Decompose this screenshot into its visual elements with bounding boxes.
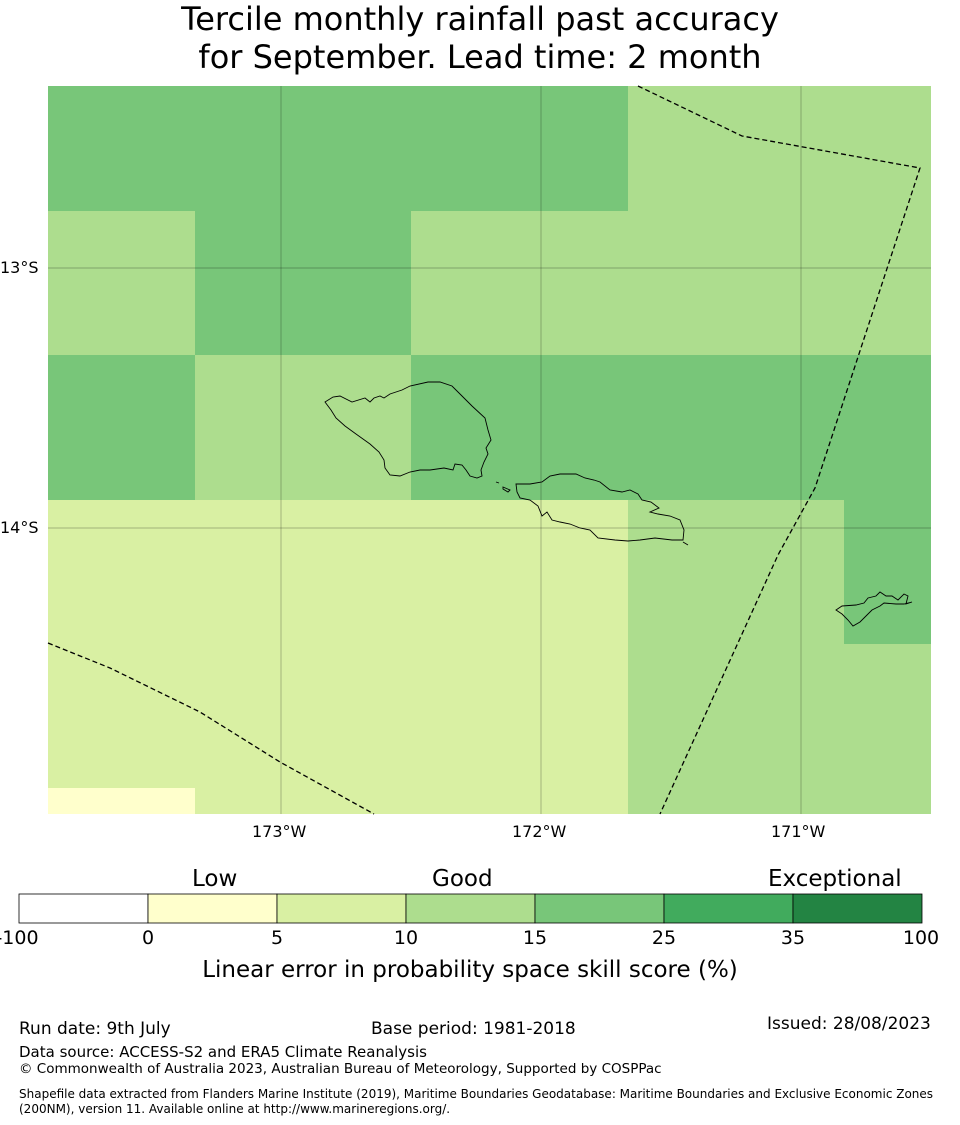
grid-cell xyxy=(48,500,628,814)
grid-cell xyxy=(195,355,411,500)
grid-cell xyxy=(844,644,931,814)
grid-cell xyxy=(411,211,931,355)
grid-cell xyxy=(48,86,628,211)
colorbar-tick: -100 xyxy=(0,927,39,949)
data-source: Data source: ACCESS-S2 and ERA5 Climate … xyxy=(19,1043,427,1061)
grid-cell xyxy=(844,500,931,644)
lon-label-173w: 173°W xyxy=(252,822,307,841)
grid-cell xyxy=(628,500,844,814)
shapefile-credit-line-2: (200NM), version 11. Available online at… xyxy=(19,1102,451,1116)
colorbar-segment xyxy=(18,893,149,924)
shapefile-credit-line-1: Shapefile data extracted from Flanders M… xyxy=(19,1087,934,1101)
colorbar-tick: 10 xyxy=(393,927,419,949)
colorbar-segment xyxy=(147,893,278,924)
lat-label-13s: 13°S xyxy=(0,258,39,277)
lon-label-171w: 171°W xyxy=(771,822,826,841)
colorbar-tick: 100 xyxy=(902,927,940,949)
apolima-islet xyxy=(495,481,500,484)
category-low: Low xyxy=(192,866,238,892)
skill-grid xyxy=(48,86,931,814)
manono-islet xyxy=(502,486,511,493)
lon-label-172w: 172°W xyxy=(512,822,567,841)
grid-cell xyxy=(48,211,195,355)
map-title-line-2: for September. Lead time: 2 month xyxy=(198,38,762,76)
grid-cell xyxy=(48,788,195,814)
islands xyxy=(324,381,913,627)
grid-cell xyxy=(628,86,931,211)
tutuila-island-outline xyxy=(835,591,913,627)
colorbar-label: Linear error in probability space skill … xyxy=(202,957,738,983)
grid-cell xyxy=(411,355,931,500)
colorbar-tick: 0 xyxy=(141,927,155,949)
savaii-island-outline xyxy=(324,381,492,479)
colorbar-segment xyxy=(405,893,536,924)
eez-boundary-west xyxy=(47,642,375,815)
lat-label-14s: 14°S xyxy=(0,518,39,537)
map-title-line-1: Tercile monthly rainfall past accuracy xyxy=(181,0,779,38)
colorbar-tick: 5 xyxy=(270,927,284,949)
colorbar-segment xyxy=(276,893,407,924)
colorbar-segment xyxy=(534,893,665,924)
issued-date: Issued: 28/08/2023 xyxy=(767,1014,931,1034)
colorbar-segment xyxy=(663,893,794,924)
colorbar-tick: 15 xyxy=(522,927,548,949)
category-exceptional: Exceptional xyxy=(768,866,902,892)
colorbar xyxy=(18,893,923,924)
copyright: © Commonwealth of Australia 2023, Austra… xyxy=(19,1061,662,1077)
grid-cell xyxy=(195,211,411,355)
colorbar-tick: 35 xyxy=(780,927,806,949)
graticule xyxy=(48,86,931,814)
maritime-boundaries xyxy=(47,85,921,815)
colorbar-tick: 25 xyxy=(651,927,677,949)
upolu-east-tip xyxy=(682,541,689,546)
colorbar-segment xyxy=(792,893,923,924)
upolu-island-outline xyxy=(515,473,685,542)
base-period: Base period: 1981-2018 xyxy=(371,1019,576,1039)
eez-boundary-east xyxy=(637,85,921,815)
grid-cell xyxy=(48,355,195,500)
category-good: Good xyxy=(432,866,493,892)
run-date: Run date: 9th July xyxy=(19,1019,171,1039)
